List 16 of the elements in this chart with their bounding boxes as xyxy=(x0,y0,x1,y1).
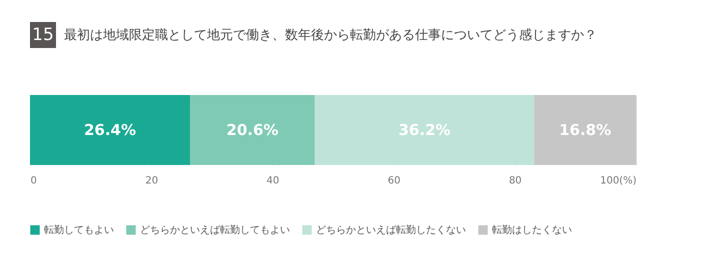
x-tick-label: 40 xyxy=(266,176,280,186)
data-label: 26.4% xyxy=(84,121,136,139)
data-label: 36.2% xyxy=(398,121,451,139)
x-tick-label: 100(%) xyxy=(600,176,637,186)
data-label: 16.8% xyxy=(559,121,612,139)
legend-label: どちらかといえば転勤したくない xyxy=(316,224,466,236)
legend-label: どちらかといえば転勤してもよい xyxy=(140,224,290,236)
chart-title: 最初は地域限定職として地元で働き、数年後から転勤がある仕事についてどう感じますか？ xyxy=(64,27,597,44)
legend-label: 転勤はしたくない xyxy=(492,224,572,236)
number-badge: 15 xyxy=(30,22,56,48)
x-tick-label: 0 xyxy=(30,176,37,186)
x-tick-label: 60 xyxy=(388,176,400,186)
x-tick-label: 80 xyxy=(508,176,522,186)
x-tick-label: 20 xyxy=(145,176,158,186)
data-label: 20.6% xyxy=(226,121,278,139)
legend-label: 転勤してもよい xyxy=(44,224,114,236)
